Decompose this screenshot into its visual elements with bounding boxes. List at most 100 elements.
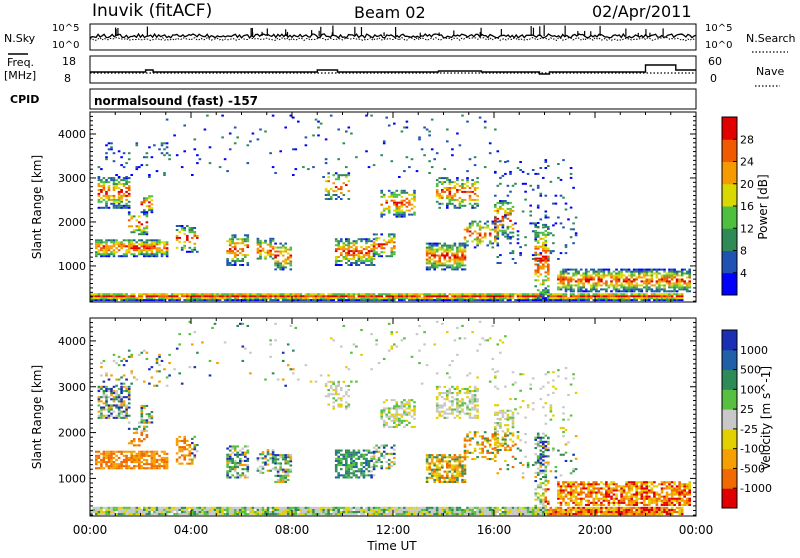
data-cell (413, 190, 416, 192)
data-cell (474, 181, 477, 183)
data-cell (570, 297, 573, 299)
data-cell (300, 295, 303, 297)
data-cell (474, 183, 477, 185)
data-cell (247, 144, 250, 146)
data-cell (343, 458, 346, 460)
data-cell (335, 476, 338, 478)
data-cell (635, 293, 638, 295)
data-cell (138, 243, 141, 245)
data-cell (307, 293, 310, 295)
data-cell (444, 249, 447, 251)
data-cell (244, 295, 247, 297)
data-cell (681, 288, 684, 290)
data-cell (542, 289, 545, 291)
data-cell (120, 201, 123, 203)
data-cell (189, 293, 192, 295)
data-cell (509, 513, 512, 515)
data-cell (242, 507, 245, 509)
data-cell (641, 280, 644, 282)
data-cell (345, 293, 348, 295)
data-cell (113, 185, 116, 187)
data-cell (542, 291, 545, 293)
data-cell (403, 200, 406, 202)
data-cell (391, 507, 394, 509)
data-cell (123, 185, 126, 187)
data-cell (290, 268, 293, 270)
data-cell (343, 464, 346, 466)
data-cell (242, 448, 245, 450)
data-cell (391, 239, 394, 241)
data-cell (360, 509, 363, 511)
data-cell (401, 297, 404, 299)
data-cell (461, 513, 464, 515)
data-cell (431, 243, 434, 245)
data-cell (454, 297, 457, 299)
data-cell (191, 249, 194, 251)
data-cell (350, 462, 353, 464)
data-cell (156, 249, 159, 251)
data-cell (178, 231, 181, 233)
data-cell (676, 297, 679, 299)
data-cell (325, 198, 328, 200)
data-cell (577, 297, 580, 299)
data-cell (125, 388, 128, 390)
data-cell (93, 511, 96, 513)
data-cell (307, 507, 310, 509)
data-cell (242, 454, 245, 456)
data-cell (681, 271, 684, 273)
data-cell (610, 507, 613, 509)
data-cell (231, 466, 234, 468)
data-cell (666, 293, 669, 295)
data-cell (123, 465, 126, 467)
data-cell (474, 203, 477, 205)
data-cell (176, 459, 179, 461)
data-cell (438, 259, 441, 261)
data-cell (125, 509, 128, 511)
data-cell (133, 451, 136, 453)
data-cell (272, 507, 275, 509)
data-cell (234, 299, 237, 301)
data-cell (274, 513, 277, 515)
data-cell (110, 293, 113, 295)
data-cell (259, 252, 262, 254)
data-cell (100, 453, 103, 455)
data-cell (166, 465, 169, 467)
data-cell (615, 293, 618, 295)
data-cell (226, 297, 229, 299)
data-cell (98, 415, 101, 417)
data-cell (643, 269, 646, 271)
data-cell (504, 215, 507, 217)
data-cell (216, 507, 219, 509)
data-cell (658, 513, 661, 515)
data-cell (537, 297, 540, 299)
data-cell (469, 235, 472, 237)
data-cell (628, 286, 631, 288)
data-cell (335, 513, 338, 515)
data-cell (504, 236, 507, 238)
data-cell (257, 252, 260, 254)
data-cell (648, 280, 651, 282)
data-cell (504, 232, 507, 234)
data-cell (113, 239, 116, 241)
data-cell (391, 241, 394, 243)
data-cell (113, 400, 116, 402)
data-cell (436, 243, 439, 245)
data-cell (456, 191, 459, 193)
data-cell (464, 229, 467, 231)
data-cell (353, 450, 356, 452)
data-cell (211, 513, 214, 515)
data-cell (340, 297, 343, 299)
data-cell (259, 457, 262, 459)
data-cell (562, 277, 565, 279)
data-cell (562, 197, 565, 199)
data-cell (236, 511, 239, 513)
data-cell (98, 299, 101, 301)
data-cell (118, 411, 121, 413)
data-cell (138, 215, 141, 217)
data-cell (128, 428, 131, 430)
data-cell (166, 463, 169, 465)
data-cell (191, 229, 194, 231)
data-cell (398, 216, 401, 218)
data-cell (262, 462, 265, 464)
data-cell (678, 279, 681, 281)
